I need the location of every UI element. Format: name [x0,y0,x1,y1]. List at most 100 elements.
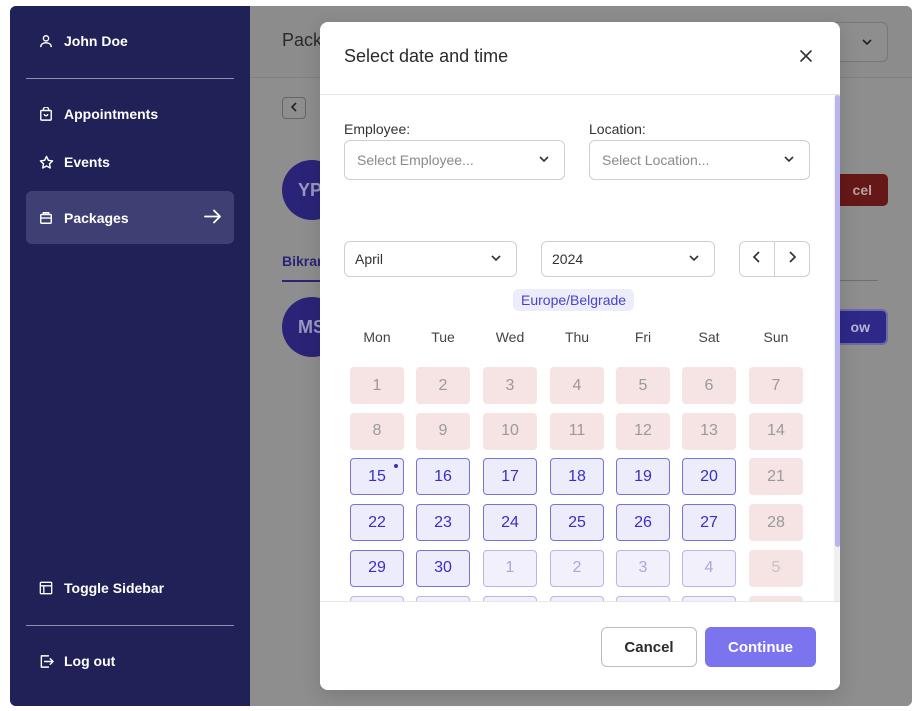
day-number: 13 [700,422,718,440]
day-number: 15 [368,467,386,485]
calendar-day[interactable]: 15 [350,458,404,496]
logout-button[interactable]: Log out [26,641,234,681]
day-number: 23 [434,513,452,531]
employee-label: Employee: [344,121,411,137]
timezone-badge: Europe/Belgrade [513,289,635,311]
chevron-left-icon [752,250,762,268]
day-number: 22 [368,513,386,531]
calendar-day[interactable]: 22 [350,504,404,542]
sidebar-item-label: Packages [64,209,129,226]
sidebar-item-appointments[interactable]: Appointments [26,94,234,134]
calendar-day[interactable]: 23 [416,504,470,542]
employee-select[interactable]: Select Employee... [344,140,565,180]
calendar-day[interactable]: 20 [682,458,736,496]
sidebar-item-packages[interactable]: Packages [26,191,234,244]
calendar-day: 7 [749,367,803,404]
weekday-label: Tue [431,329,455,345]
day-number: 3 [638,559,648,577]
close-icon [800,49,812,67]
calendar-day[interactable]: 25 [550,504,604,542]
day-number: 4 [704,559,714,577]
calendar-day[interactable]: 30 [416,549,470,587]
calendar-day: 14 [749,412,803,450]
sidebar-item-label: Appointments [64,106,159,122]
calendar-day[interactable]: 27 [682,504,736,542]
day-number: 11 [568,422,586,440]
calendar-day[interactable]: 6 [350,595,404,601]
calendar-day[interactable]: 9 [550,595,604,601]
weekday-label: Sun [763,329,789,345]
day-number: 3 [505,376,515,394]
day-number: 7 [771,376,781,394]
day-number: 5 [638,376,648,394]
day-number: 21 [767,467,785,485]
calendar-day[interactable]: 3 [616,549,670,587]
calendar-day[interactable]: 1 [483,549,537,587]
month-value: April [355,251,384,267]
continue-button[interactable]: Continue [705,627,816,667]
calendar-day: 9 [416,412,470,450]
calendar-day[interactable]: 29 [350,549,404,587]
day-number: 18 [568,467,586,485]
location-label: Location: [589,121,646,137]
cancel-button[interactable]: Cancel [601,627,697,667]
day-number: 26 [634,513,652,531]
day-number: 19 [634,467,652,485]
chevron-down-icon [490,251,502,267]
modal-footer: Cancel Continue [320,601,840,690]
day-number: 8 [372,422,382,440]
user-name: John Doe [64,33,128,49]
chevron-down-icon [783,152,795,168]
logout-icon [38,653,54,669]
calendar-day[interactable]: 16 [416,458,470,496]
calendar-day[interactable]: 17 [483,458,537,496]
calendar-day: 6 [682,367,736,404]
calendar-day[interactable]: 2 [550,549,604,587]
month-select[interactable]: April [344,241,517,277]
next-month-button[interactable] [774,241,810,277]
calendar-day[interactable]: 11 [682,595,736,601]
close-button[interactable] [796,48,816,68]
day-number: 30 [434,559,452,577]
toggle-sidebar-button[interactable]: Toggle Sidebar [26,568,234,608]
location-placeholder: Select Location... [602,152,710,168]
user-icon [38,33,54,49]
year-select[interactable]: 2024 [541,241,715,277]
day-number: 2 [438,376,448,394]
day-number: 24 [501,513,519,531]
page-title: Pack [282,30,323,50]
calendar-day: 21 [749,458,803,496]
calendar-day: 2 [416,367,470,404]
today-indicator [394,464,398,469]
location-select[interactable]: Select Location... [589,140,810,180]
calendar-day[interactable]: 24 [483,504,537,542]
sidebar-divider [26,625,234,626]
weekday-label: Thu [564,329,590,345]
back-button[interactable] [282,97,306,119]
modal-body: Employee: Select Employee... Location: S… [320,95,840,601]
calendar-day[interactable]: 7 [416,595,470,601]
calendar-day[interactable]: 4 [682,549,736,587]
day-number: 1 [372,376,382,394]
year-value: 2024 [552,251,584,267]
calendar-day[interactable]: 26 [616,504,670,542]
calendar-day[interactable]: 10 [616,595,670,601]
user-profile[interactable]: John Doe [26,21,234,61]
day-number: 10 [501,422,519,440]
day-number: 20 [700,467,718,485]
chevron-down-icon [688,251,700,267]
weekday-label: Fri [634,329,652,345]
calendar-day[interactable]: 19 [616,458,670,496]
day-number: 12 [634,422,652,440]
calendar-day[interactable]: 18 [550,458,604,496]
day-number: 29 [368,559,386,577]
day-number: 27 [700,513,718,531]
day-number: 16 [434,467,452,485]
scrollbar-thumb[interactable] [835,95,840,547]
calendar-day[interactable]: 8 [483,595,537,601]
calendar-day: 5 [749,549,803,587]
package-icon [38,210,54,226]
tab-package[interactable]: Bikran [282,253,326,269]
prev-month-button[interactable] [739,241,775,277]
sidebar-item-events[interactable]: Events [26,142,234,182]
